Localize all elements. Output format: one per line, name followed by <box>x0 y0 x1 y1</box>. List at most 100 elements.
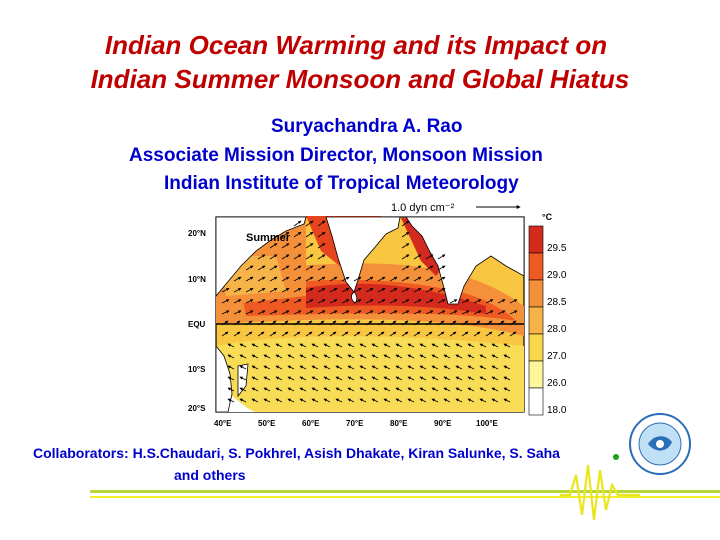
wind-vector <box>257 288 266 293</box>
wind-vector <box>317 310 326 315</box>
wind-vector <box>473 299 482 304</box>
wind-vector <box>443 398 451 403</box>
wind-vector <box>281 231 290 238</box>
lat-label: 10°N <box>188 275 206 284</box>
wind-vector <box>443 343 451 348</box>
wind-vector <box>407 365 415 370</box>
wind-vector <box>497 299 506 304</box>
wind-vector <box>263 365 271 370</box>
wind-vector <box>311 365 319 370</box>
lat-label: 20°N <box>188 229 206 238</box>
wind-vector <box>221 299 230 304</box>
wind-vector <box>413 265 422 271</box>
wind-vector <box>455 365 463 370</box>
wind-vector <box>431 343 439 348</box>
wind-vector <box>305 320 313 326</box>
wind-vector <box>269 265 278 271</box>
wind-vector <box>299 365 307 370</box>
wind-vector <box>329 299 338 304</box>
wind-vector <box>239 343 247 348</box>
wind-vector <box>395 365 403 370</box>
wind-vector <box>449 299 458 304</box>
wind-vector <box>329 331 337 337</box>
lat-label: 20°S <box>188 404 206 413</box>
wind-vector <box>395 376 403 381</box>
wind-vector <box>281 265 290 271</box>
lon-label: 90°E <box>434 419 452 428</box>
wind-vector <box>227 398 235 403</box>
wind-vector <box>467 376 475 381</box>
wind-vector <box>233 299 242 304</box>
wind-vector <box>293 265 302 271</box>
wind-vector <box>221 288 230 293</box>
wind-vector <box>467 365 475 370</box>
lon-label: 40°E <box>214 419 232 428</box>
colorbar-unit: °C <box>542 212 553 222</box>
wind-vector <box>239 365 247 370</box>
sst-wind-stress-map: Summer 20°N 10°N EQU 10°S 20°S 40°E 50°E… <box>186 196 580 432</box>
wind-vector <box>323 343 331 348</box>
wind-vector <box>227 376 235 381</box>
wind-vector <box>251 376 259 381</box>
wind-vector <box>305 299 314 304</box>
wind-vector <box>509 320 517 326</box>
wind-vector <box>497 320 505 326</box>
wind-vector <box>317 288 326 293</box>
wind-vector <box>329 288 338 293</box>
wind-vector <box>353 320 361 326</box>
colorbar-label: 28.5 <box>547 297 567 308</box>
wind-vector <box>245 320 253 326</box>
wind-vector <box>413 288 422 293</box>
wind-vector <box>419 365 427 370</box>
wind-vector <box>455 343 463 348</box>
wind-vector <box>293 220 302 227</box>
wind-vector <box>485 320 493 326</box>
wind-vector <box>269 288 278 293</box>
lat-label: EQU <box>188 320 206 329</box>
wind-vector <box>251 398 259 403</box>
season-label: Summer <box>246 232 291 244</box>
wind-vector <box>311 376 319 381</box>
wind-vector <box>335 376 343 381</box>
wind-vector <box>317 299 326 304</box>
wind-vector <box>257 331 265 337</box>
wind-vector <box>293 254 302 260</box>
wind-vector <box>305 276 314 282</box>
wind-vector <box>245 265 254 271</box>
wind-vector <box>287 398 295 403</box>
wind-vector <box>389 310 398 315</box>
lon-label: 50°E <box>258 419 276 428</box>
wind-vector <box>383 354 391 359</box>
wind-vector <box>467 398 475 403</box>
wind-vector <box>491 343 499 348</box>
wind-vector <box>305 310 314 315</box>
wind-vector <box>383 398 391 403</box>
wind-vector <box>269 254 278 260</box>
wind-vector <box>461 310 470 315</box>
wind-vector <box>251 387 259 392</box>
wind-vector <box>227 343 235 348</box>
wind-vector <box>473 331 481 337</box>
author-role: Associate Mission Director, Monsoon Miss… <box>129 145 543 166</box>
wind-vector <box>365 276 374 282</box>
wind-vector <box>323 387 331 392</box>
wind-vector <box>359 387 367 392</box>
wind-vector <box>359 376 367 381</box>
wind-vector <box>275 398 283 403</box>
wind-vector <box>305 288 314 293</box>
wind-vector <box>419 343 427 348</box>
wind-vector <box>509 310 518 315</box>
wind-vector <box>275 387 283 392</box>
wind-vector <box>467 343 475 348</box>
wind-vector <box>389 320 397 326</box>
footer-rule-green <box>90 490 720 493</box>
wind-vector <box>317 220 326 227</box>
wind-vector <box>239 387 247 392</box>
wind-vector <box>425 310 434 315</box>
wind-vector <box>359 398 367 403</box>
wind-vector <box>491 376 499 381</box>
wind-vector <box>281 310 290 315</box>
colorbar-swatch <box>528 360 544 389</box>
imd-logo-icon <box>629 413 691 475</box>
wind-vector <box>467 387 475 392</box>
